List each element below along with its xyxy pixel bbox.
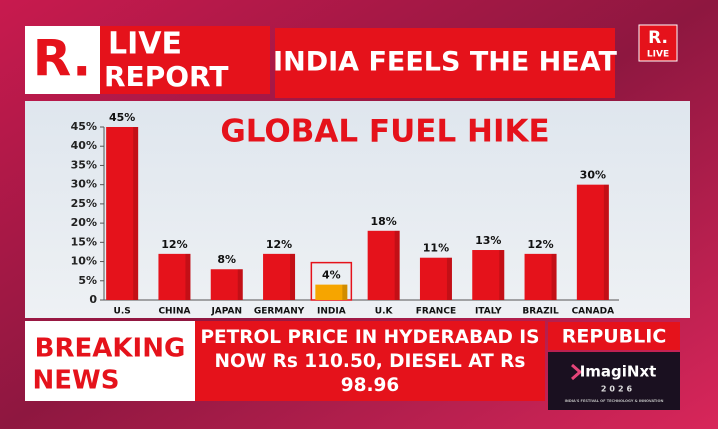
- promo-year: 2026: [601, 385, 635, 394]
- bar: [524, 253, 557, 300]
- logo-live: LIVE: [108, 27, 182, 62]
- x-tick-label: ITALY: [475, 307, 502, 317]
- data-label: 12%: [527, 238, 553, 251]
- channel-box: [548, 322, 680, 350]
- bar: [158, 253, 191, 300]
- logo-mark: R.: [33, 30, 91, 88]
- ticker-line: 98.96: [341, 375, 400, 396]
- data-label: 4%: [322, 269, 341, 282]
- bar: [263, 253, 296, 300]
- bar: [472, 250, 505, 300]
- data-label: 11%: [423, 242, 449, 255]
- logo-box: [25, 26, 100, 94]
- x-tick-label: U.S: [114, 307, 131, 317]
- x-tick-label: INDIA: [317, 307, 346, 317]
- x-tick-label: U.K: [375, 307, 394, 317]
- breaking-line1: BREAKING: [35, 334, 186, 364]
- data-label: 12%: [161, 238, 187, 251]
- y-tick-label: 45%: [71, 120, 97, 133]
- chart: 0 5% 10% 15% 20% 25% 30% 35% 40% 45% U.S 45% CHINA 12…: [71, 111, 619, 317]
- y-tick-label: 15%: [71, 235, 97, 248]
- x-tick-label: JAPAN: [210, 307, 242, 317]
- x-tick-label: FRANCE: [416, 307, 456, 317]
- bar-shade: [499, 250, 505, 300]
- promo-tagline: INDIA'S FESTIVAL OF TECHNOLOGY & INNOVAT…: [565, 399, 664, 403]
- headline-box: [275, 28, 615, 98]
- data-label: 13%: [475, 234, 501, 247]
- channel-name: REPUBLIC: [562, 326, 667, 348]
- breaking-box: [25, 321, 195, 401]
- ticker-line: NOW Rs 110.50, DIESEL AT Rs: [215, 351, 526, 372]
- bar-shade: [290, 253, 296, 300]
- bar-shade: [185, 253, 191, 300]
- x-tick-label: CHINA: [158, 307, 190, 317]
- chart-title: GLOBAL FUEL HIKE: [220, 114, 549, 150]
- data-label: 45%: [109, 111, 135, 124]
- y-tick-label: 30%: [71, 178, 97, 191]
- data-label: 8%: [217, 253, 236, 266]
- ticker: PETROL PRICE IN HYDERABAD IS NOW Rs 110.5…: [200, 327, 539, 396]
- corner-logo-mark: R.: [648, 28, 668, 48]
- x-tick-label: GERMANY: [254, 307, 305, 317]
- corner-logo-tag: LIVE: [647, 50, 669, 60]
- data-label: 30%: [580, 169, 606, 182]
- ticker-line: PETROL PRICE IN HYDERABAD IS: [200, 327, 539, 348]
- logo-report: REPORT: [104, 60, 228, 93]
- bar: [315, 284, 348, 300]
- bar-shade: [394, 230, 400, 300]
- bar-shade: [342, 284, 348, 300]
- y-tick-label: 25%: [71, 197, 97, 210]
- y-tick-label: 5%: [78, 274, 97, 287]
- bar: [576, 184, 609, 300]
- bar: [106, 127, 139, 300]
- x-tick-label: CANADA: [572, 307, 615, 317]
- promo-box: [548, 352, 680, 410]
- bar: [210, 269, 243, 300]
- breaking-line2: NEWS: [33, 366, 120, 396]
- bar-shade: [237, 269, 243, 300]
- bar-shade: [603, 184, 609, 300]
- y-tick-label: 10%: [71, 255, 97, 268]
- bar-shade: [551, 253, 557, 300]
- y-tick-label: 35%: [71, 158, 97, 171]
- promo-icon: [571, 363, 583, 381]
- y-tick-label: 0: [89, 293, 97, 306]
- bar: [367, 230, 400, 300]
- bar: [419, 257, 452, 300]
- y-tick-label: 40%: [71, 139, 97, 152]
- data-label: 18%: [370, 215, 396, 228]
- headline: INDIA FEELS THE HEAT: [273, 47, 617, 78]
- x-tick-label: BRAZIL: [522, 307, 559, 317]
- promo-name: ImagiNxt: [580, 363, 657, 381]
- bar-shade: [446, 257, 452, 300]
- logo-band: [100, 26, 270, 94]
- corner-logo-box: [638, 24, 678, 62]
- data-label: 12%: [266, 238, 292, 251]
- bar-shade: [133, 127, 139, 300]
- y-tick-label: 20%: [71, 216, 97, 229]
